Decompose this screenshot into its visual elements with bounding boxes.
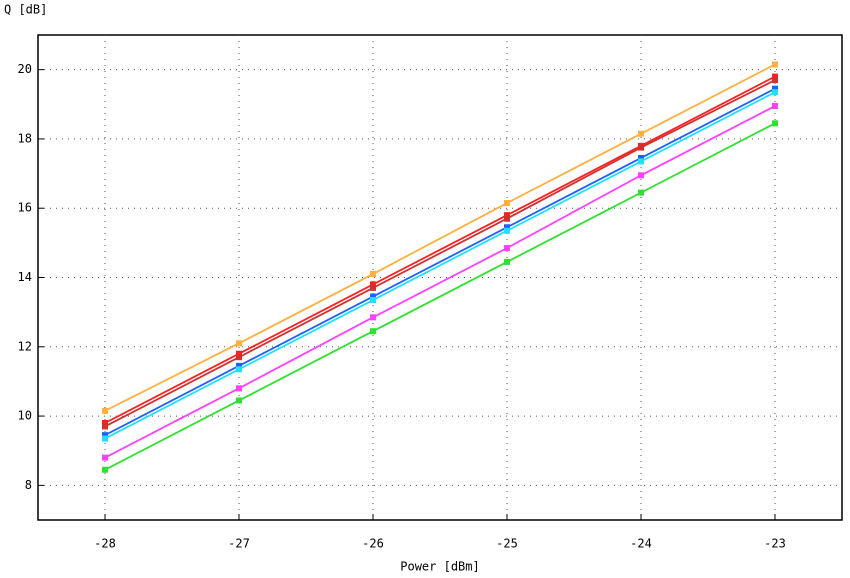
point-marker [370,281,376,288]
point-marker [504,215,510,222]
y-tick-label: 12 [18,339,32,353]
x-tick-label: -26 [362,537,384,551]
x-tick-label: -25 [496,537,518,551]
x-axis-label: Power [dBm] [400,560,479,574]
point-marker [370,314,376,321]
point-marker [236,397,242,404]
point-marker [370,328,376,335]
point-marker [102,466,108,473]
point-marker [504,227,510,234]
point-marker [772,85,778,92]
point-marker [504,245,510,252]
x-tick-label: -24 [630,537,652,551]
point-marker [370,271,376,278]
series-line [104,105,776,459]
y-axis-label: Q [dB] [4,3,47,17]
series-line [104,63,776,412]
point-marker [772,73,778,80]
point-marker [236,385,242,392]
point-marker [504,224,510,231]
point-marker [772,103,778,110]
point-marker [102,432,108,439]
point-marker [504,212,510,219]
point-marker [638,189,644,196]
series-line [104,122,776,471]
y-tick-label: 16 [18,201,32,215]
point-marker [772,89,778,96]
point-marker [102,420,108,426]
point-marker [370,293,376,300]
point-marker [236,350,242,357]
point-marker [638,130,644,137]
series-line [104,75,776,424]
point-marker [102,423,108,430]
series-line [104,91,776,440]
point-marker [370,297,376,304]
point-marker [370,284,376,291]
point-marker [638,158,644,165]
y-tick-label: 14 [18,270,32,284]
point-marker [504,200,510,207]
point-marker [236,362,242,369]
y-tick-label: 10 [18,409,32,423]
x-tick-label: -23 [764,537,786,551]
series-line [104,87,776,436]
point-marker [772,120,778,127]
point-marker [638,172,644,179]
y-tick-label: 20 [18,62,32,76]
point-marker [638,144,644,151]
point-marker [102,407,108,414]
x-tick-label: -28 [94,537,116,551]
point-marker [102,454,108,461]
series-line [104,79,776,428]
point-marker [236,354,242,361]
point-marker [236,366,242,373]
y-tick-label: 18 [18,131,32,145]
point-marker [102,435,108,442]
point-marker [236,340,242,347]
y-tick-label: 8 [25,478,32,492]
point-marker [638,154,644,161]
point-marker [504,258,510,265]
x-tick-label: -27 [228,537,250,551]
point-marker [772,77,778,84]
point-marker [772,61,778,68]
